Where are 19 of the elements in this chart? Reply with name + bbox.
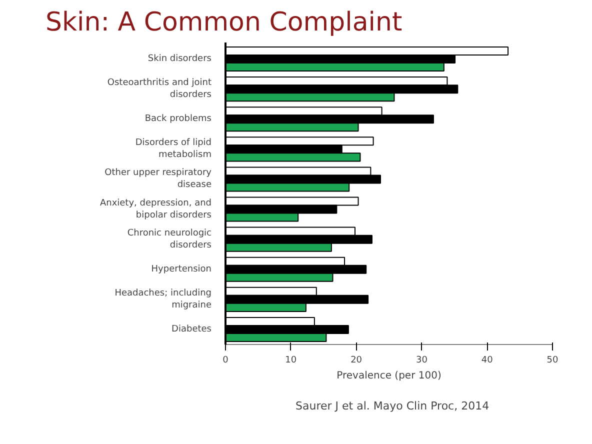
text: Saurer J et al. Mayo Clin Proc, 2014 [296, 400, 490, 412]
chart-title: Skin: A Common Complaint [46, 8, 402, 38]
x-tick-label: 30 [416, 356, 428, 366]
x-tick-label: 10 [285, 356, 297, 366]
y-tick-label: Hypertension [151, 264, 212, 274]
x-axis-title: Prevalence (per 100) [336, 370, 442, 382]
x-tick-label: 0 [222, 356, 229, 366]
y-tick-label: Other upper respiratory disease [104, 168, 212, 190]
y-tick-label: Back problems [144, 114, 212, 124]
x-tick-label: 20 [350, 356, 362, 366]
y-tick-label: Diabetes [172, 324, 212, 334]
x-tick-label: 50 [546, 356, 558, 366]
y-tick-label: Headaches; including migraine [114, 288, 212, 310]
y-tick-label: Chronic neurologic disorders [127, 228, 212, 250]
y-tick-label: Osteoarthritis and joint disorders [107, 78, 212, 100]
y-tick-label: Skin disorders [148, 54, 212, 64]
y-tick-label: Anxiety, depression, and bipolar disorders [100, 198, 212, 220]
y-tick-label: Disorders of lipid metabolism [135, 138, 212, 160]
x-tick-label: 40 [481, 356, 494, 366]
